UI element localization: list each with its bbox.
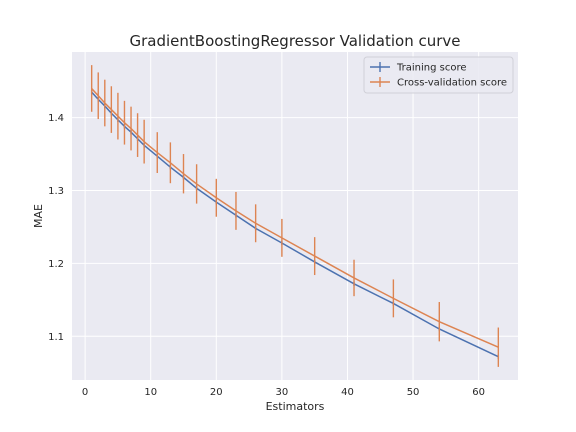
x-tick-label-4: 40 [341, 387, 354, 398]
tick-labels: 0 10 20 30 40 50 60 1.1 1.2 1.3 1.4 [48, 113, 485, 398]
y-tick-label-1: 1.2 [48, 259, 64, 270]
y-axis-label: MAE [32, 204, 45, 228]
x-tick-label-3: 30 [276, 387, 289, 398]
x-tick-label-5: 50 [407, 387, 420, 398]
legend: Training score Cross-validation score [363, 56, 514, 94]
x-tick-label-0: 0 [82, 387, 88, 398]
series-1 [90, 65, 500, 367]
legend-label-0: Training score [396, 63, 467, 74]
legend-box [363, 56, 514, 94]
series-0-line [91, 91, 499, 358]
plot-area [72, 52, 518, 380]
y-tick-label-2: 1.3 [48, 186, 64, 197]
x-tick-label-2: 20 [210, 387, 223, 398]
series-layer [90, 65, 500, 367]
series-1-line [91, 87, 499, 348]
chart-title: GradientBoostingRegressor Validation cur… [130, 32, 461, 50]
x-axis-label: Estimators [266, 400, 325, 413]
x-tick-label-1: 10 [144, 387, 157, 398]
x-tick-label-6: 60 [472, 387, 485, 398]
y-tick-label-3: 1.4 [48, 113, 64, 124]
y-tick-label-0: 1.1 [48, 332, 64, 343]
legend-label-1: Cross-validation score [397, 78, 507, 89]
